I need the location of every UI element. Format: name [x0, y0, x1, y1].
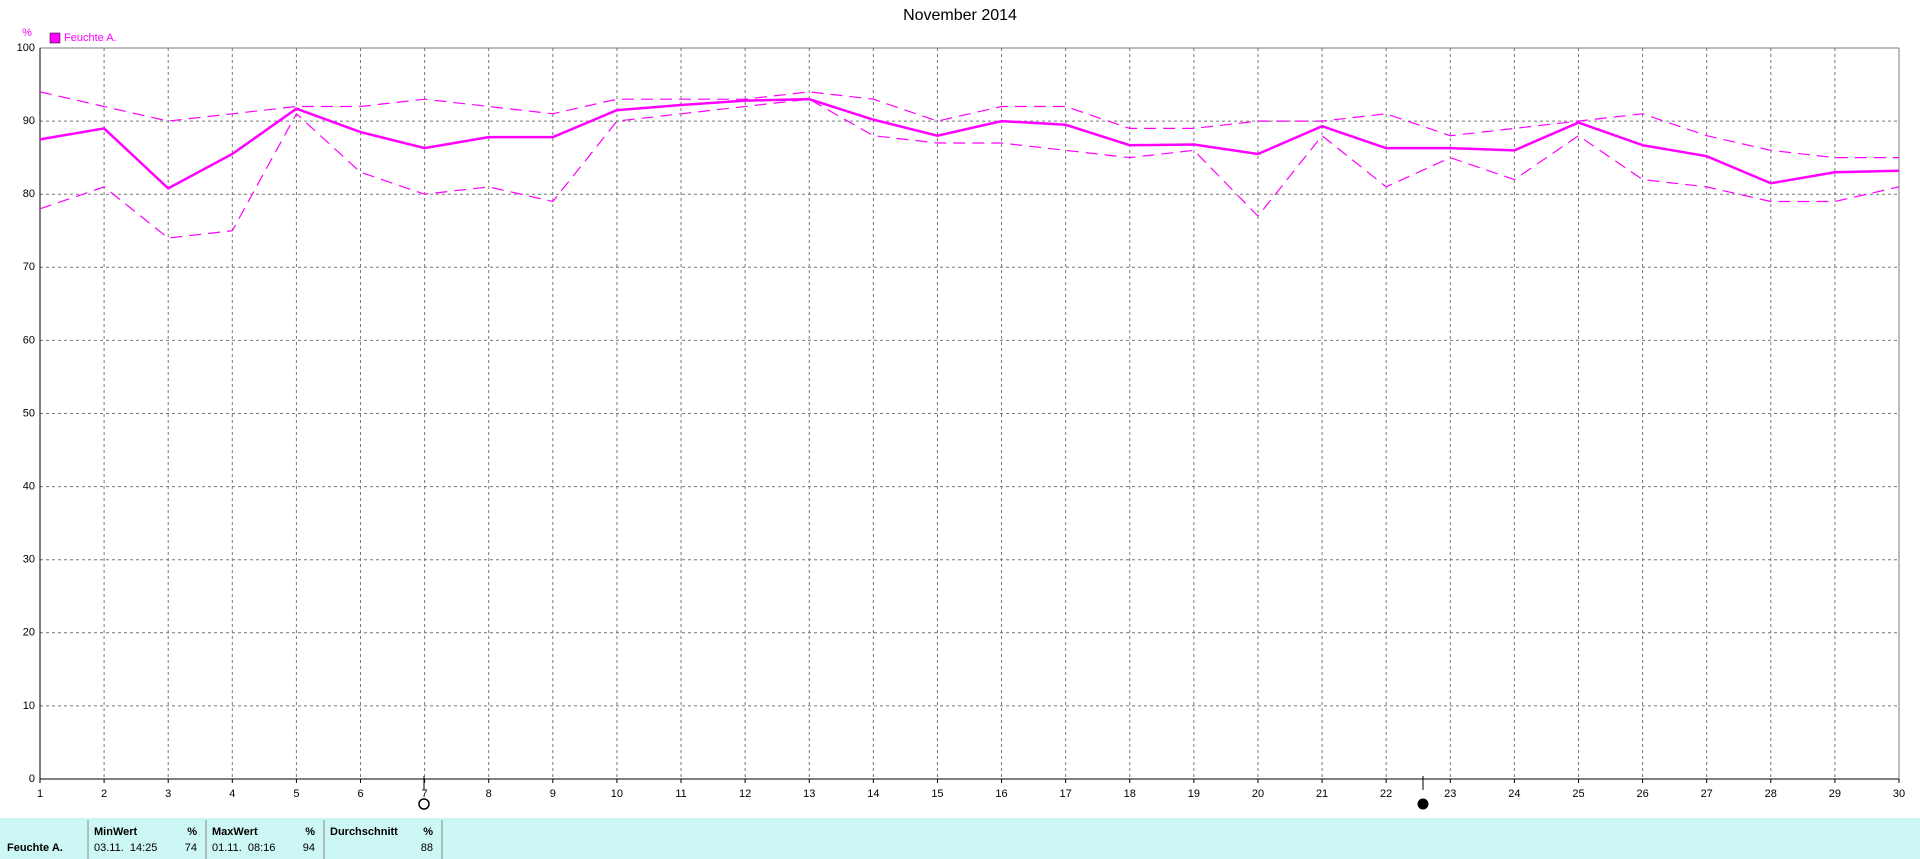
y-tick-label: 20: [23, 627, 35, 639]
column-unit: %: [305, 826, 315, 838]
x-tick-label: 30: [1893, 788, 1905, 800]
y-tick-label: 90: [23, 115, 35, 127]
y-tick-label: 70: [23, 261, 35, 273]
y-tick-label: 10: [23, 700, 35, 712]
column-time: 01.11. 08:16: [212, 842, 275, 854]
column-time: 03.11. 14:25: [94, 842, 157, 854]
y-tick-label: 60: [23, 334, 35, 346]
x-tick-label: 29: [1829, 788, 1841, 800]
x-tick-label: 2: [101, 788, 107, 800]
x-tick-label: 28: [1765, 788, 1777, 800]
column-header: MaxWert: [212, 826, 258, 838]
x-tick-label: 26: [1636, 788, 1648, 800]
legend-swatch: [49, 32, 61, 44]
x-tick-label: 6: [357, 788, 363, 800]
y-tick-label: 50: [23, 407, 35, 419]
legend-label: Feuchte A.: [64, 32, 117, 44]
y-axis-unit: %: [22, 27, 32, 39]
y-tick-label: 30: [23, 554, 35, 566]
x-tick-label: 11: [675, 788, 686, 800]
x-tick-label: 25: [1572, 788, 1584, 800]
column-value: 74: [185, 842, 197, 854]
x-tick-label: 7: [422, 788, 428, 800]
x-tick-label: 21: [1316, 788, 1328, 800]
y-tick-label: 80: [23, 188, 35, 200]
y-tick-label: 0: [29, 773, 35, 785]
x-tick-label: 8: [486, 788, 492, 800]
x-tick-label: 10: [611, 788, 623, 800]
x-tick-label: 9: [550, 788, 556, 800]
column-header: MinWert: [94, 826, 138, 838]
x-tick-label: 12: [739, 788, 751, 800]
x-tick-label: 20: [1252, 788, 1264, 800]
data-line: [39, 97, 1900, 190]
y-tick-label: 100: [17, 42, 35, 54]
x-tick-label: 19: [1188, 788, 1200, 800]
data-line: [39, 91, 1899, 159]
summary-row-label: Feuchte A.: [7, 842, 63, 854]
x-tick-label: 17: [1060, 788, 1072, 800]
x-tick-label: 27: [1701, 788, 1713, 800]
x-tick-label: 22: [1380, 788, 1392, 800]
moon-icon: [418, 798, 430, 810]
summary-band: [0, 818, 1920, 859]
x-tick-label: 1: [37, 788, 43, 800]
x-tick-label: 5: [293, 788, 299, 800]
moon-icon: [1417, 798, 1429, 810]
data-line: [39, 98, 1900, 239]
x-tick-label: 13: [803, 788, 815, 800]
x-tick-label: 3: [165, 788, 171, 800]
x-tick-label: 18: [1124, 788, 1136, 800]
column-unit: %: [423, 826, 433, 838]
x-tick-label: 15: [931, 788, 943, 800]
chart-title: November 2014: [903, 7, 1017, 24]
column-value: 88: [421, 842, 433, 854]
x-tick-label: 16: [995, 788, 1007, 800]
column-unit: %: [187, 826, 197, 838]
y-tick-label: 40: [23, 481, 35, 493]
x-tick-label: 4: [229, 788, 235, 800]
x-tick-label: 23: [1444, 788, 1456, 800]
column-header: Durchschnitt: [330, 826, 398, 838]
column-value: 94: [303, 842, 315, 854]
x-tick-label: 24: [1508, 788, 1520, 800]
x-tick-label: 14: [867, 788, 879, 800]
